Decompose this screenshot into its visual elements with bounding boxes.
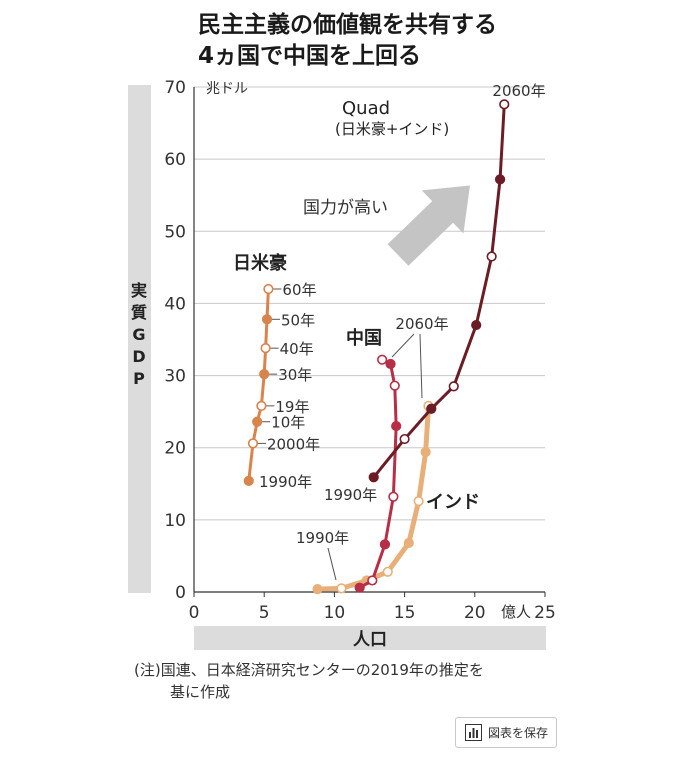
data-point [403, 537, 414, 549]
data-point [471, 319, 482, 331]
data-point [256, 400, 267, 411]
series-label-quad-sub: (日米豪+インド) [335, 120, 449, 138]
data-point [261, 314, 273, 325]
data-point [385, 358, 396, 370]
y-tick-label: 40 [164, 294, 186, 314]
data-point [368, 472, 379, 483]
data-point [367, 575, 378, 586]
x-tick-label: 10 [324, 603, 346, 623]
y-axis-band [128, 85, 151, 593]
y-tick-label: 30 [164, 367, 186, 387]
data-point [486, 251, 497, 262]
series-label-quad: Quad [342, 98, 390, 119]
data-point [260, 343, 271, 354]
x-tick-label: 25 [534, 603, 556, 623]
x-tick-label: 5 [259, 603, 270, 623]
y-tick-label: 10 [164, 511, 186, 531]
annotation-leader [391, 333, 415, 358]
point-label: 2000年 [267, 435, 320, 453]
y-tick-label: 0 [175, 583, 186, 603]
title-line-2: 4ヵ国で中国を上回る [198, 43, 422, 69]
x-tick-label: 0 [189, 603, 200, 623]
data-point [399, 433, 410, 445]
point-label: 60年 [282, 281, 316, 299]
x-tick-label: 15 [394, 603, 416, 623]
series-line [372, 102, 506, 479]
data-point [259, 369, 270, 380]
data-point [388, 491, 399, 502]
x-axis-title: 人口 [353, 630, 387, 650]
data-point [243, 475, 254, 487]
data-point [382, 566, 393, 577]
data-point [379, 539, 391, 550]
data-point [389, 380, 400, 391]
data-point [413, 496, 424, 507]
data-point [354, 582, 365, 593]
y-tick-label: 20 [164, 439, 186, 459]
point-label: 50年 [281, 311, 315, 329]
x-tick-label: 20 [464, 603, 486, 623]
point-label: 30年 [278, 366, 312, 384]
data-point [499, 99, 510, 110]
data-point [420, 446, 431, 458]
annotation-leader [327, 547, 337, 581]
arrow-label: 国力が高い [303, 198, 388, 218]
data-point [377, 354, 388, 365]
data-point [336, 583, 347, 594]
data-point [247, 438, 259, 449]
footnote-line-1: (注)国連、日本経済研究センターの2019年の推定を [134, 661, 484, 679]
point-label: 19年 [275, 398, 309, 416]
y-axis-title-char: 質 [131, 303, 147, 322]
direction-arrow [387, 185, 470, 266]
annotation-china-1990: 1990年 [324, 486, 377, 504]
annotation-quad-2060: 2060年 [492, 82, 545, 100]
annotation-leader [419, 333, 423, 399]
y-tick-label: 60 [164, 150, 186, 170]
footnote: (注)国連、日本経済研究センターの2019年の推定を 基に作成 [134, 659, 594, 703]
y-axis-title-char: 実 [131, 281, 147, 300]
data-point [263, 283, 274, 295]
point-label: 40年 [280, 340, 314, 358]
data-point [426, 403, 437, 414]
data-point [494, 174, 506, 185]
point-label: 10年 [271, 414, 305, 432]
title-line-1: 民主主義の価値観を共有する [198, 12, 497, 38]
y-axis-title-char: P [133, 369, 145, 388]
series-label-china: 中国 [346, 327, 382, 349]
arrow-shape [387, 185, 470, 266]
chart-icon [465, 724, 482, 741]
data-point [448, 381, 459, 392]
point-label: 1990年 [259, 473, 312, 491]
data-point [391, 420, 402, 432]
data-point [252, 416, 263, 427]
save-chart-button[interactable]: 図表を保存 [455, 717, 557, 748]
y-axis-title-char: G [132, 325, 145, 344]
x-unit-label: 億人 [501, 603, 531, 621]
series-label-india: インド [426, 492, 480, 513]
data-point [312, 584, 323, 595]
chart-title: 民主主義の価値観を共有する 4ヵ国で中国を上回る [198, 10, 558, 72]
series-label-jpn-us-aus: 日米豪 [233, 252, 287, 274]
y-axis-title-char: D [132, 347, 145, 366]
save-button-label: 図表を保存 [488, 726, 549, 740]
annotation-india-1990: 1990年 [296, 529, 349, 547]
x-axis-band [194, 626, 546, 650]
footnote-line-2: 基に作成 [170, 683, 231, 701]
y-tick-label: 50 [164, 222, 186, 242]
y-tick-label: 70 [164, 78, 186, 98]
y-unit-label: 兆ドル [206, 81, 248, 97]
annotation-china-2060: 2060年 [395, 315, 448, 333]
